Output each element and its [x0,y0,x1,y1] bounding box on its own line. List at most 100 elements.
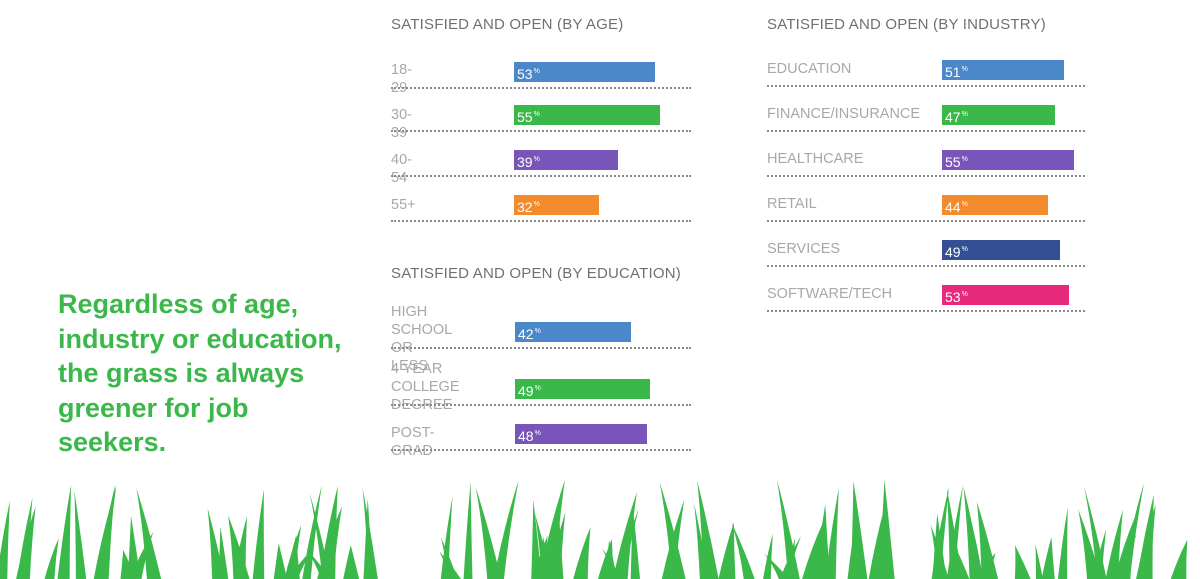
bar-value: 44 [945,199,961,215]
bar: 47% [942,105,1055,125]
bar: 32% [514,195,599,215]
grass-blade [233,516,247,579]
row-separator [767,265,1085,267]
bar-value-label: 51% [945,61,968,81]
grass-blade [1115,534,1137,579]
grass-blade [779,536,801,579]
bar-unit: % [961,201,968,208]
bar-value-label: 49% [945,241,968,261]
bar-value-label: 39% [517,151,540,171]
grass-blade [963,486,984,579]
bar: 53% [514,62,655,82]
grass-blade [879,479,895,579]
bar-value: 42 [518,326,534,342]
category-label: 18-29 [391,62,412,96]
grass-blade [697,480,719,579]
grass-blade [207,507,225,579]
grass-blade [1035,544,1043,579]
bar-value: 47 [945,109,961,125]
bar: 55% [942,150,1074,170]
bar: 53% [942,285,1069,305]
bar-value-label: 53% [945,286,968,306]
bar-unit: % [534,328,541,335]
bar-unit: % [961,291,968,298]
row-separator [767,220,1085,222]
grass-blade [493,480,519,579]
grass-blade [612,492,637,579]
chart-title: SATISFIED AND OPEN (BY INDUSTRY) [767,16,1046,33]
grass-blade [630,504,641,579]
bar-unit: % [961,66,968,73]
bar-unit: % [533,68,540,75]
grass-blade [302,484,322,579]
bar-value-label: 47% [945,106,968,126]
category-label: RETAIL [767,196,817,212]
row-separator [391,175,691,177]
bar: 55% [514,105,660,125]
bar-unit: % [533,201,540,208]
grass-blade [718,522,736,579]
bar: 49% [942,240,1060,260]
grass-blade [93,485,117,579]
grass-blade [802,521,824,579]
grass-blade [0,500,10,579]
bar-unit: % [534,385,541,392]
grass-blade [57,484,72,579]
row-separator [391,347,691,349]
bar-value-label: 42% [518,323,541,343]
grass-blade [1136,494,1154,579]
grass-blade [120,549,137,579]
grass-illustration [0,479,1188,579]
row-separator [391,220,691,222]
bar-value: 55 [945,154,961,170]
grass-blade [1057,507,1068,579]
category-label: 30-39 [391,107,412,141]
grass-blade [273,543,288,579]
category-label: EDUCATION [767,61,852,77]
bar-value-label: 44% [945,196,968,216]
grass-blade [617,508,639,579]
bar-value-label: 55% [945,151,968,171]
grass-blade [317,506,343,579]
bar-value: 55 [517,109,533,125]
bar-value: 53 [517,66,533,82]
category-label: FINANCE/INSURANCE [767,106,921,122]
grass-blade [976,552,996,579]
bar-value: 49 [518,383,534,399]
row-separator [391,130,691,132]
chart-title: SATISFIED AND OPEN (BY EDUCATION) [391,265,681,282]
chart-title: SATISFIED AND OPEN (BY AGE) [391,16,624,33]
row-separator [767,130,1085,132]
grass-blade [252,489,265,579]
row-separator [767,310,1085,312]
bar-value: 51 [945,64,961,80]
grass-blade [534,513,552,579]
grass-blade [661,499,685,579]
grass-blade [127,515,141,579]
bar: 42% [515,322,631,342]
grass-blade [814,504,830,579]
grass-blade [946,488,963,579]
grass-blade [136,488,162,579]
bar-value: 48 [518,428,534,444]
bar-unit: % [534,430,541,437]
category-label: POST-GRAD [391,425,435,459]
grass-blade [601,547,622,579]
grass-blade [16,506,36,579]
bar-unit: % [961,246,968,253]
category-label: HEALTHCARE [767,151,864,167]
bar: 48% [515,424,647,444]
grass-blade [1170,539,1188,579]
row-separator [767,175,1085,177]
grass-blade [573,526,591,579]
bar-unit: % [961,111,968,118]
bar: 44% [942,195,1048,215]
grass-blade [362,487,378,579]
bar-unit: % [961,156,968,163]
bar-unit: % [533,156,540,163]
category-label: 40-54 [391,152,412,186]
grass-blade [731,522,755,579]
bar-value: 49 [945,244,961,260]
grass-blade [931,486,950,579]
row-separator [767,85,1085,87]
